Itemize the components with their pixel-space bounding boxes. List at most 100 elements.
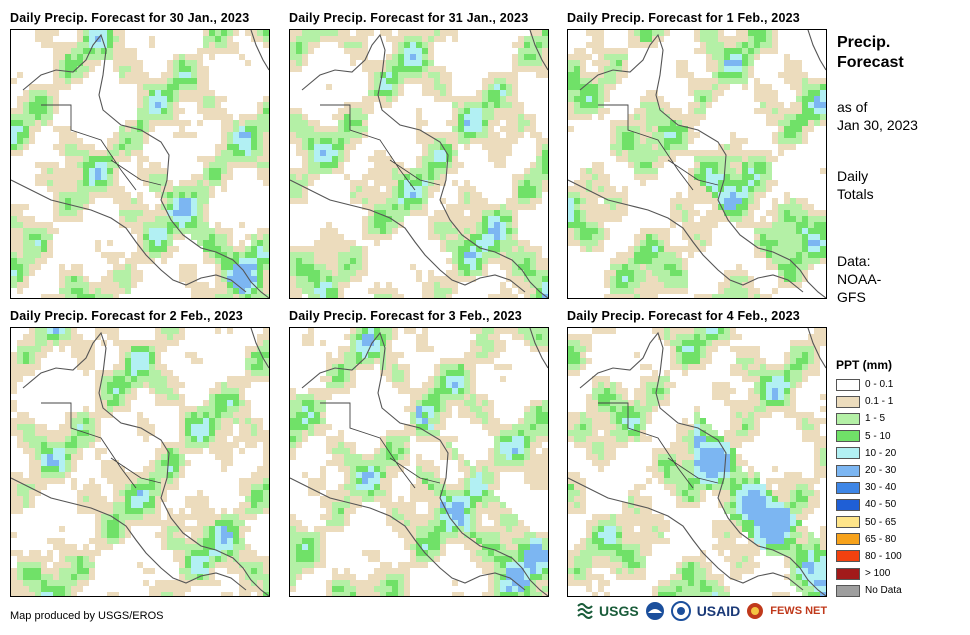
precip-cell	[802, 120, 808, 126]
precip-cell	[622, 210, 628, 216]
precip-cell	[137, 210, 143, 216]
precip-cell	[161, 252, 167, 258]
precip-cell	[71, 60, 77, 66]
precip-cell	[95, 376, 101, 382]
precip-cell	[646, 138, 652, 144]
precip-cell	[470, 406, 476, 412]
precip-cell	[35, 580, 41, 586]
precip-cell	[320, 30, 326, 36]
precip-cell	[772, 240, 778, 246]
precip-cell	[290, 186, 296, 192]
precip-cell	[410, 264, 416, 270]
precip-cell	[676, 252, 682, 258]
precip-cell	[494, 216, 500, 222]
precip-cell	[652, 126, 658, 132]
precip-cell	[634, 168, 640, 174]
precip-cell	[197, 216, 203, 222]
precip-cell	[380, 168, 386, 174]
precip-cell	[428, 222, 434, 228]
precip-cell	[470, 216, 476, 222]
precip-cell	[374, 186, 380, 192]
precip-cell	[125, 126, 131, 132]
precip-cell	[173, 400, 179, 406]
precip-cell	[730, 156, 736, 162]
precip-cell	[203, 192, 209, 198]
precip-cell	[29, 478, 35, 484]
precip-cell	[290, 394, 296, 400]
precip-cell	[95, 294, 101, 298]
precip-cell	[167, 532, 173, 538]
precip-cell	[778, 264, 784, 270]
precip-cell	[368, 84, 374, 90]
precip-cell	[464, 406, 470, 412]
precip-cell	[29, 216, 35, 222]
precip-cell	[35, 568, 41, 574]
precip-cell	[155, 502, 161, 508]
precip-cell	[494, 294, 500, 298]
precip-cell	[568, 108, 574, 114]
precip-cell	[470, 96, 476, 102]
precip-cell	[233, 508, 239, 514]
precip-cell	[392, 430, 398, 436]
precip-cell	[640, 252, 646, 258]
precip-cell	[17, 276, 23, 282]
precip-cell	[694, 132, 700, 138]
precip-cell	[634, 234, 640, 240]
precip-cell	[452, 156, 458, 162]
precip-cell	[173, 550, 179, 556]
precip-cell	[11, 484, 17, 490]
precip-cell	[89, 174, 95, 180]
precip-cell	[47, 168, 53, 174]
precip-cell	[784, 144, 790, 150]
precip-cell	[257, 108, 263, 114]
precip-cell	[29, 270, 35, 276]
precip-cell	[664, 252, 670, 258]
precip-cell	[185, 216, 191, 222]
precip-cell	[23, 568, 29, 574]
precip-cell	[470, 258, 476, 264]
precip-cell	[784, 126, 790, 132]
precip-cell	[416, 180, 422, 186]
precip-cell	[634, 258, 640, 264]
precip-cell	[215, 382, 221, 388]
precip-cell	[65, 424, 71, 430]
precip-cell	[35, 246, 41, 252]
precip-cell	[536, 54, 542, 60]
precip-cell	[652, 42, 658, 48]
precip-cell	[17, 442, 23, 448]
precip-cell	[179, 460, 185, 466]
precip-cell	[392, 288, 398, 294]
precip-cell	[542, 30, 548, 36]
precip-cell	[119, 210, 125, 216]
precip-cell	[209, 388, 215, 394]
precip-cell	[326, 288, 332, 294]
precip-cell	[736, 78, 742, 84]
precip-cell	[338, 126, 344, 132]
precip-cell	[137, 156, 143, 162]
precip-cell	[482, 240, 488, 246]
precip-cell	[29, 460, 35, 466]
precip-cell	[536, 406, 542, 412]
precip-cell	[215, 246, 221, 252]
precip-cell	[398, 460, 404, 466]
precip-cell	[616, 54, 622, 60]
precip-cell	[664, 276, 670, 282]
precip-cell	[215, 264, 221, 270]
precip-cell	[65, 192, 71, 198]
precip-cell	[440, 282, 446, 288]
precip-cell	[302, 174, 308, 180]
precip-cell	[820, 252, 826, 258]
precip-cell	[209, 424, 215, 430]
precip-cell	[77, 352, 83, 358]
precip-cell	[344, 144, 350, 150]
precip-cell	[344, 138, 350, 144]
precip-cell	[41, 424, 47, 430]
precip-cell	[524, 174, 530, 180]
precip-cell	[592, 102, 598, 108]
precip-cell	[23, 138, 29, 144]
precip-cell	[296, 288, 302, 294]
precip-cell	[724, 270, 730, 276]
precip-cell	[314, 162, 320, 168]
precip-cell	[688, 138, 694, 144]
precip-cell	[290, 114, 296, 120]
